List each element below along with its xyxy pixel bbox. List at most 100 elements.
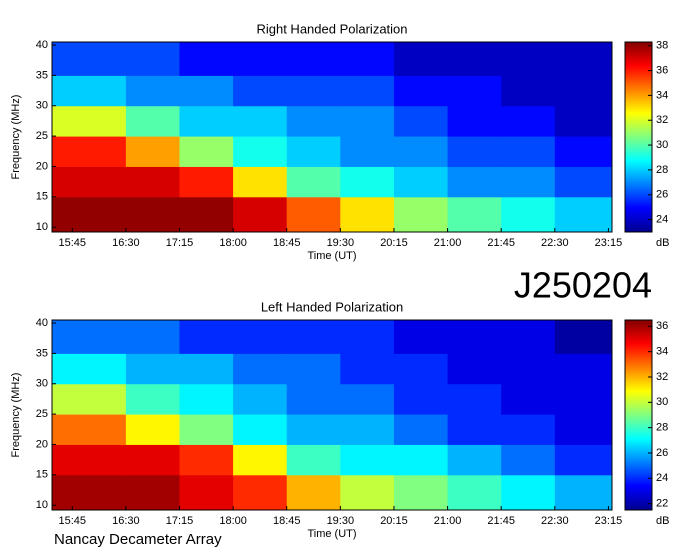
heatmap-cell xyxy=(233,383,288,415)
heatmap-cell xyxy=(179,320,234,354)
y-tick-label: 30 xyxy=(36,378,48,390)
heatmap-cell xyxy=(501,166,556,198)
heatmap-cell xyxy=(554,105,613,137)
heatmap-cell xyxy=(340,166,395,198)
heatmap-cell xyxy=(286,474,341,511)
heatmap-cell xyxy=(125,196,180,233)
colorbar-tick-label: 32 xyxy=(656,114,668,126)
x-tick-label: 21:45 xyxy=(487,237,515,249)
heatmap-cell xyxy=(233,320,288,354)
x-tick-label: 15:45 xyxy=(58,515,86,527)
colorbar-tick-label: 30 xyxy=(656,396,668,408)
heatmap-cell xyxy=(52,353,127,385)
heatmap-cell xyxy=(340,136,395,167)
heatmap-cell xyxy=(233,444,288,476)
heatmap-cell xyxy=(286,196,341,233)
heatmap-cell xyxy=(125,383,180,415)
heatmap-cell xyxy=(179,166,234,198)
heatmap-cell xyxy=(179,42,234,76)
heatmap-cell xyxy=(393,105,449,137)
colorbar-label: dB xyxy=(656,515,669,527)
heatmap-cell xyxy=(340,414,395,445)
x-tick-label: 17:15 xyxy=(166,515,194,527)
heatmap-cell xyxy=(501,105,556,137)
heatmap-cell xyxy=(393,444,449,476)
heatmap-cell xyxy=(393,414,449,445)
heatmap-cell xyxy=(179,414,234,445)
heatmap-cell xyxy=(179,75,234,107)
x-tick-label: 16:30 xyxy=(112,515,140,527)
y-tick-label: 25 xyxy=(36,130,48,142)
heatmap-cell xyxy=(554,320,613,354)
heatmap-cell xyxy=(52,444,127,476)
y-tick-label: 20 xyxy=(36,438,48,450)
heatmap-cell xyxy=(447,105,502,137)
y-axis-label: Frequency (MHz) xyxy=(10,373,22,458)
heatmap-cell xyxy=(554,166,613,198)
heatmap-cell xyxy=(286,136,341,167)
heatmap-cell xyxy=(340,353,395,385)
heatmap-cell xyxy=(125,320,180,354)
heatmap-cell xyxy=(501,136,556,167)
x-tick-label: 18:45 xyxy=(273,237,301,249)
heatmap-cell xyxy=(554,42,613,76)
heatmap-cell xyxy=(286,444,341,476)
heatmap-cell xyxy=(447,474,502,511)
x-tick-label: 20:15 xyxy=(380,237,408,249)
y-tick-label: 35 xyxy=(36,69,48,81)
x-tick-label: 21:00 xyxy=(434,237,462,249)
heatmap-cell xyxy=(233,414,288,445)
heatmap-cell xyxy=(125,414,180,445)
heatmap-cell xyxy=(125,474,180,511)
heatmap-cell xyxy=(52,320,127,354)
x-tick-label: 20:15 xyxy=(380,515,408,527)
colorbar-tick-label: 34 xyxy=(656,346,668,358)
heatmap-cell xyxy=(233,353,288,385)
plot-frame xyxy=(51,319,613,511)
x-tick-label: 18:00 xyxy=(219,515,247,527)
colorbar-tick-label: 32 xyxy=(656,371,668,383)
heatmap-cell xyxy=(233,42,288,76)
heatmap-cell xyxy=(52,136,127,167)
heatmap-cell xyxy=(447,42,502,76)
x-tick-label: 21:45 xyxy=(487,515,515,527)
x-tick-label: 23:15 xyxy=(595,237,623,249)
heatmap-cell xyxy=(286,42,341,76)
heatmap-cell xyxy=(501,444,556,476)
heatmap-cell xyxy=(52,166,127,198)
y-tick-label: 25 xyxy=(36,408,48,420)
heatmap-cell xyxy=(501,383,556,415)
y-tick-label: 15 xyxy=(36,469,48,481)
heatmap-cell xyxy=(340,320,395,354)
heatmap-cell xyxy=(52,75,127,107)
heatmap-cell xyxy=(286,383,341,415)
x-tick-label: 15:45 xyxy=(58,237,86,249)
heatmap-cell xyxy=(340,42,395,76)
colorbar-tick-label: 26 xyxy=(656,447,668,459)
y-tick-label: 30 xyxy=(36,100,48,112)
heatmap-cell xyxy=(447,383,502,415)
heatmap-cell xyxy=(179,353,234,385)
colorbar-tick-label: 38 xyxy=(656,40,668,52)
colorbar-tick-label: 36 xyxy=(656,320,668,332)
observation-id: J250204 xyxy=(514,265,652,306)
colorbar xyxy=(624,41,653,233)
heatmap-cell xyxy=(125,166,180,198)
heatmap-cell xyxy=(554,353,613,385)
heatmap-cell xyxy=(286,166,341,198)
x-tick-label: 18:00 xyxy=(219,237,247,249)
heatmap-cell xyxy=(501,474,556,511)
heatmap-cell xyxy=(501,42,556,76)
heatmap-cell xyxy=(501,414,556,445)
heatmap-cell xyxy=(286,320,341,354)
heatmap-cell xyxy=(501,196,556,233)
heatmap-cell xyxy=(554,136,613,167)
x-tick-label: 17:15 xyxy=(166,237,194,249)
heatmap-cell xyxy=(447,353,502,385)
heatmap-cell xyxy=(125,136,180,167)
heatmap-cell xyxy=(52,105,127,137)
heatmap-cell xyxy=(447,136,502,167)
heatmap-cell xyxy=(233,105,288,137)
heatmap-cell xyxy=(179,105,234,137)
